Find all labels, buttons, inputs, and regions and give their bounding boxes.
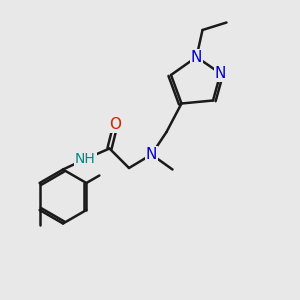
Text: N: N xyxy=(191,50,202,64)
Text: N: N xyxy=(215,66,226,81)
Text: NH: NH xyxy=(75,152,96,166)
Text: O: O xyxy=(110,117,122,132)
Text: N: N xyxy=(146,147,157,162)
